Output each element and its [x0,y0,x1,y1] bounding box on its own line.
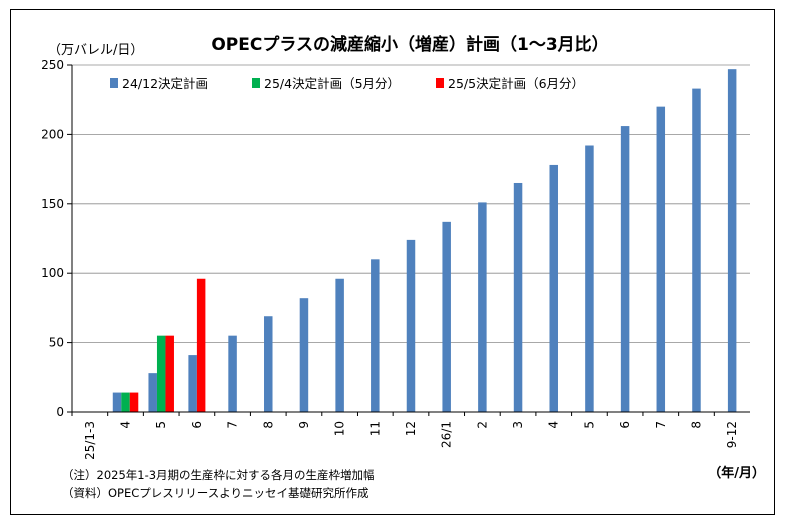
x-tick-label: 9-12 [725,421,739,448]
axes [67,64,750,416]
y-tick-labels: 0 50 100 150 200 250 [41,58,64,419]
legend-label: 25/4決定計画（5月分） [264,76,400,91]
legend-swatch [110,78,118,88]
chart-frame [10,9,775,515]
legend-label: 25/5決定計画（6月分） [448,76,584,91]
x-tick-label: 7 [654,421,668,429]
x-tick-label: 4 [119,421,133,429]
bar-red [165,335,174,412]
x-tick-label: 12 [404,421,418,436]
y-tick-label: 100 [41,266,64,280]
bar-red [196,278,206,412]
bars [112,69,737,413]
x-tick-label: 5 [154,421,168,429]
bar-blue [656,106,666,412]
x-tick-label: 3 [511,421,525,429]
legend-swatch [252,78,260,88]
x-tick-label: 10 [333,421,347,436]
x-tick-label: 6 [190,421,204,429]
chart-title: OPECプラスの減産縮小（増産）計画（1～3月比） [211,34,608,55]
y-axis-label: （万バレル/日） [48,43,143,58]
x-tick-label: 2 [475,421,489,429]
bar-blue [727,69,737,412]
bar-blue [513,182,523,412]
x-tick-label: 5 [582,421,596,429]
y-tick-label: 150 [41,197,64,211]
bar-blue [264,316,273,412]
x-tick-label: 6 [618,421,632,429]
y-tick-label: 250 [41,58,64,72]
bar-blue [442,221,451,412]
x-tick-label: 26/1 [440,421,454,448]
y-tick-label: 0 [56,405,64,419]
y-tick-label: 50 [49,336,64,350]
x-tick-label: 4 [547,421,561,429]
footnote: （注）2025年1-3月期の生産枠に対する各月の生産枠増加幅 [62,468,375,482]
bar-red [129,392,139,412]
legend: 24/12決定計画 25/4決定計画（5月分） 25/5決定計画（6月分） [110,76,584,91]
x-tick-label: 9 [297,421,311,429]
legend-label: 24/12決定計画 [122,76,208,91]
bar-blue [620,126,630,413]
bar-blue [549,164,558,412]
legend-swatch [436,78,444,88]
bar-green [156,335,166,412]
y-tick-label: 200 [41,127,64,141]
x-tick-label: 25/1-3 [83,421,97,460]
source-note: （資料）OPECプレスリリースよりニッセイ基礎研究所作成 [62,486,369,500]
bar-blue [406,239,416,412]
x-tick-labels: 25/1-3 4 5 6 7 8 9 10 11 12 26/1 2 3 4 5 6 7 8 9-12 [83,421,739,460]
bar-blue [585,145,594,412]
bar-blue [692,88,701,412]
bar-green [121,392,130,412]
bar-blue [299,298,309,412]
bar-blue [478,202,487,412]
bar-blue [371,259,380,412]
x-tick-label: 11 [368,421,382,436]
bar-blue [112,392,122,412]
x-tick-label: 7 [226,421,240,429]
bar-blue [188,355,197,412]
x-axis-label: （年/月） [708,465,765,481]
x-tick-label: 8 [261,421,275,429]
bar-blue [335,278,344,412]
bar-blue [228,335,237,412]
bar-blue [148,373,157,412]
x-tick-label: 8 [689,421,703,429]
